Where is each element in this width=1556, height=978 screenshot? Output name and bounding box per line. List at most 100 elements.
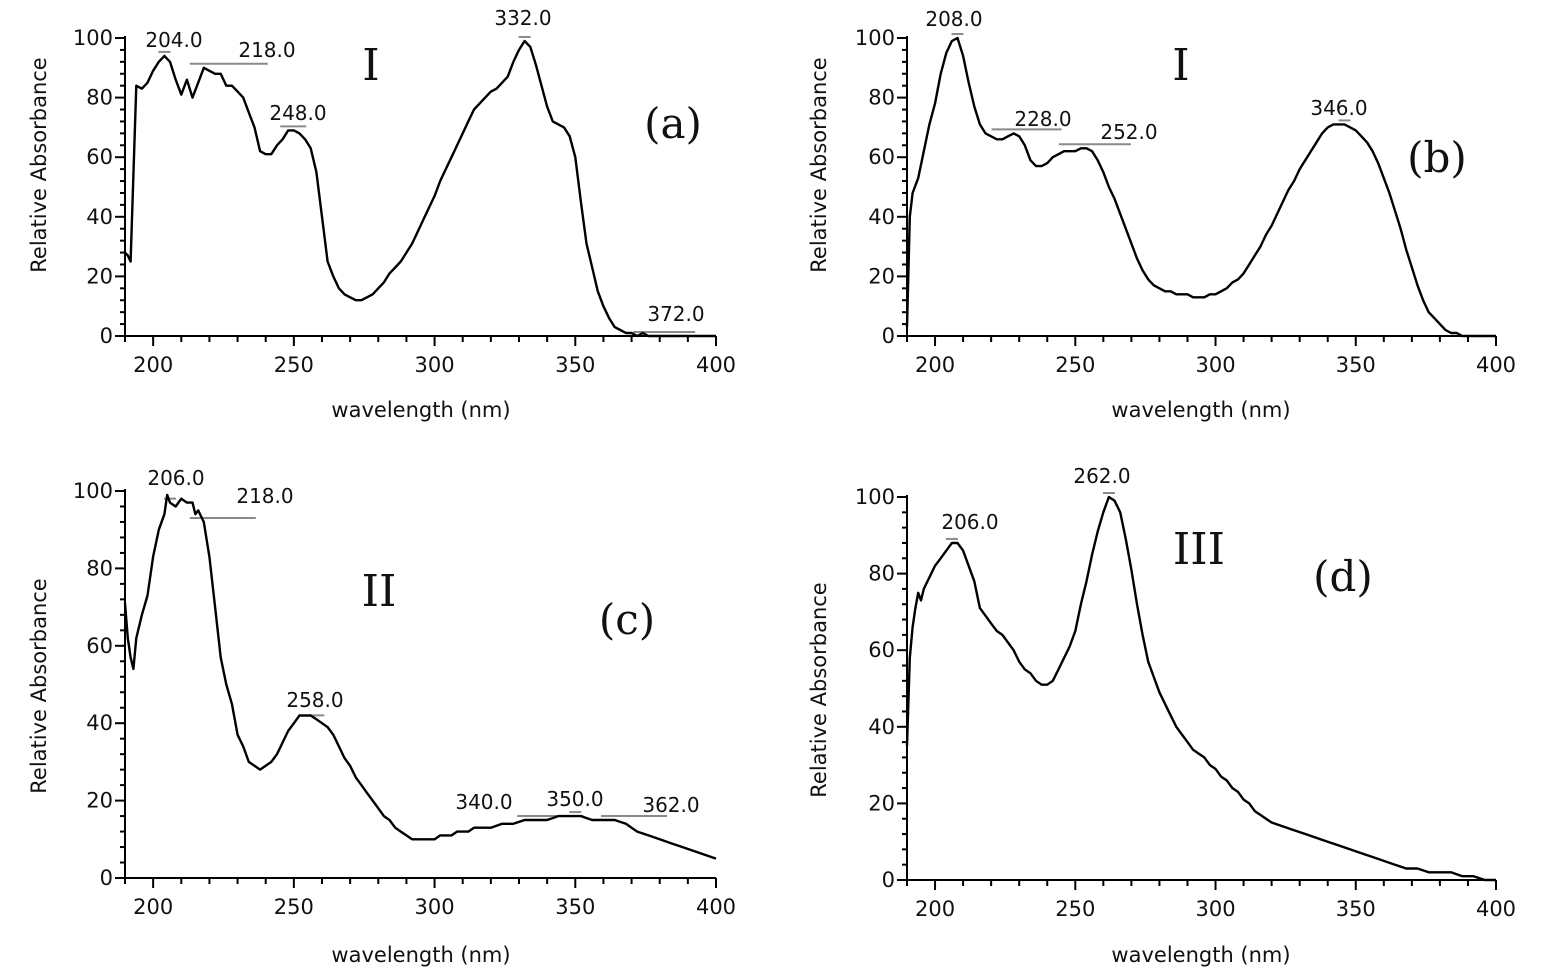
panel-b-x-tick-label: 350 [1336,353,1376,377]
panel-d-y-tick-label: 80 [868,562,895,586]
panel-c-peak-label: 258.0 [286,688,343,712]
panel-d-x-tick-label: 300 [1195,897,1235,921]
panel-c-ticks: 200 250 300 350 400 0 20 40 60 80 100 [73,479,736,919]
panel-a-y-tick-label: 100 [73,26,113,50]
panel-c-axes [124,489,716,879]
panel-d: 200 250 300 350 400 0 20 40 60 80 100 wavelength (… [807,464,1516,967]
panel-c-x-tick-label: 350 [555,895,595,919]
panel-c-x-tick-label: 200 [133,895,173,919]
panel-b-x-tick-label: 400 [1476,353,1516,377]
panel-d-y-tick-label: 0 [882,868,895,892]
panel-b-y-tick-label: 20 [868,264,895,288]
panel-a-ticks: 200 250 300 350 400 0 20 40 60 80 100 [73,26,736,377]
panel-b-peak-label: 346.0 [1310,96,1367,120]
panel-a-x-tick-label: 400 [696,353,736,377]
panel-a-peak-label: 372.0 [647,302,704,326]
panel-c-tag: (c) [599,595,655,644]
panel-b-y-tick-label: 60 [868,145,895,169]
panel-a-x-tick-label: 300 [415,353,455,377]
panel-c-x-axis-title: wavelength (nm) [331,943,510,967]
panel-b-x-axis-title: wavelength (nm) [1111,398,1290,422]
panel-c-peak-label: 362.0 [642,793,699,817]
panel-c-y-tick-label: 80 [86,556,113,580]
panel-a-x-axis-title: wavelength (nm) [331,398,510,422]
panel-c-series [123,493,717,860]
panel-b-y-tick-label: 100 [855,26,895,50]
panel-b-y-axis-title: Relative Absorbance [807,57,831,272]
panel-b-tag: (b) [1407,133,1467,182]
panel-b-x-tick-label: 300 [1195,353,1235,377]
panel-d-y-tick-label: 20 [868,791,895,815]
panel-d-peak-label: 262.0 [1073,464,1130,488]
panel-a-series [124,39,716,338]
panel-c-x-tick-label: 300 [415,895,455,919]
panel-b-series [905,36,1496,338]
panel-d-peak-markers [945,492,1115,540]
panel-a-x-tick-label: 250 [274,353,314,377]
panel-a-peak-markers [158,35,696,333]
panel-b-peak-label: 208.0 [925,7,982,31]
panel-a-y-tick-label: 60 [86,145,113,169]
panel-d-x-tick-label: 200 [915,897,955,921]
panel-d-tag: (d) [1313,552,1373,601]
panel-d-y-tick-label: 100 [855,485,895,509]
panel-c-y-tick-label: 60 [86,634,113,658]
panel-c-x-tick-label: 250 [274,895,314,919]
panel-b: 200 250 300 350 400 0 20 40 60 80 100 wavelength (… [807,7,1516,422]
panel-c-y-tick-label: 0 [100,866,113,890]
panel-b-peak-labels: 208.0 228.0 252.0 346.0 [925,7,1367,144]
panel-a-y-tick-label: 40 [86,205,113,229]
panel-c-y-axis-title: Relative Absorbance [27,578,51,793]
panel-a-y-tick-label: 20 [86,264,113,288]
panel-c-y-tick-label: 100 [73,479,113,503]
panel-c-absorbance-line [123,493,717,860]
panel-b-x-tick-label: 200 [915,353,955,377]
panel-b-peak-label: 252.0 [1100,120,1157,144]
panel-d-x-tick-label: 250 [1055,897,1095,921]
panel-d-x-axis-title: wavelength (nm) [1111,943,1290,967]
panel-b-ticks: 200 250 300 350 400 0 20 40 60 80 100 [855,26,1516,377]
panel-c-x-tick-label: 400 [696,895,736,919]
panel-a-peak-label: 248.0 [269,101,326,125]
panel-a-peak-label: 204.0 [145,28,202,52]
panel-a-y-tick-label: 80 [86,86,113,110]
panel-a-absorbance-line [124,39,716,338]
panel-b-compound-label: I [1172,40,1189,91]
panel-d-absorbance-line [905,495,1496,882]
panel-a-compound-label: I [362,40,379,91]
panel-d-y-axis-title: Relative Absorbance [807,582,831,797]
panel-c: 200 250 300 350 400 0 20 40 60 80 100 wavelength (… [27,466,736,967]
panel-c-compound-label: II [362,566,397,617]
panel-a-x-tick-label: 350 [555,353,595,377]
panel-a-y-tick-label: 0 [100,324,113,348]
panel-a-axes [124,36,716,337]
panel-d-peak-labels: 206.0 262.0 [941,464,1130,534]
panel-d-series [905,495,1496,882]
panel-a-peak-labels: 204.0 218.0 248.0 332.0 372.0 [145,6,704,326]
panel-d-y-tick-label: 40 [868,715,895,739]
panel-a-x-tick-label: 200 [133,353,173,377]
panel-b-axes [906,36,1496,337]
panel-a: 200 250 300 350 400 0 20 40 60 80 100 wavelength (… [27,6,736,422]
panel-c-peak-labels: 206.0 218.0 258.0 340.0 350.0 362.0 [147,466,699,817]
panel-c-peak-markers [164,497,668,817]
panel-d-compound-label: III [1173,524,1225,575]
panel-b-y-tick-label: 40 [868,205,895,229]
panel-d-x-tick-label: 400 [1476,897,1516,921]
panel-c-peak-label: 340.0 [455,790,512,814]
panel-a-tag: (a) [644,99,702,148]
panel-b-y-tick-label: 80 [868,86,895,110]
panel-a-peak-label: 332.0 [494,6,551,30]
panel-a-peak-label: 218.0 [238,38,295,62]
panel-c-y-tick-label: 20 [86,789,113,813]
panel-d-y-tick-label: 60 [868,638,895,662]
panel-b-y-tick-label: 0 [882,324,895,348]
panel-b-absorbance-line [905,36,1496,338]
panel-b-peak-label: 228.0 [1014,107,1071,131]
panel-b-peak-markers [951,33,1351,146]
panel-d-peak-label: 206.0 [941,510,998,534]
panel-b-x-tick-label: 250 [1055,353,1095,377]
panel-c-y-tick-label: 40 [86,711,113,735]
panel-d-ticks: 200 250 300 350 400 0 20 40 60 80 100 [855,485,1516,921]
